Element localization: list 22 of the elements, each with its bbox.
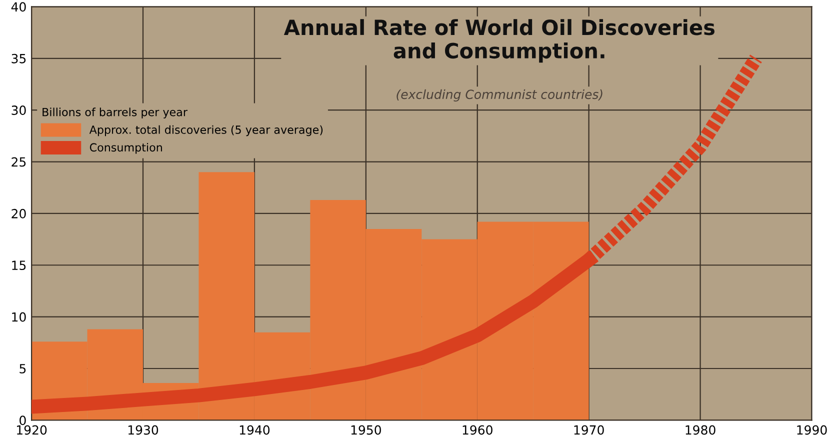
text: Annual Rate of World Oil Discoveries and Consumption.	[284, 19, 714, 63]
x-tick-label: 1970	[574, 425, 604, 435]
legend-label: Consumption	[90, 142, 162, 154]
x-tick-label: 1990	[797, 425, 827, 435]
y-tick-label: 15	[12, 260, 26, 270]
y-tick-label: 10	[12, 312, 26, 322]
text: (excluding Communist countries)	[396, 89, 602, 102]
x-tick-label: 1920	[17, 425, 47, 435]
x-tick-label: 1940	[240, 425, 270, 435]
legend-title: Billions of barrels per year	[42, 108, 188, 118]
x-tick-label: 1930	[128, 425, 158, 435]
x-tick-label: 1960	[462, 425, 492, 435]
y-tick-label: 35	[12, 54, 26, 64]
y-tick-label: 0	[20, 416, 26, 426]
y-tick-label: 20	[12, 208, 26, 218]
y-tick-label: 5	[20, 364, 26, 374]
x-tick-label: 1950	[351, 425, 381, 435]
y-tick-label: 25	[12, 157, 26, 167]
x-tick-label: 1980	[686, 425, 716, 435]
y-tick-label: 40	[11, 2, 26, 12]
legend-label: Approx. total discoveries (5 year average)	[89, 125, 323, 136]
y-tick-label: 30	[12, 106, 26, 115]
